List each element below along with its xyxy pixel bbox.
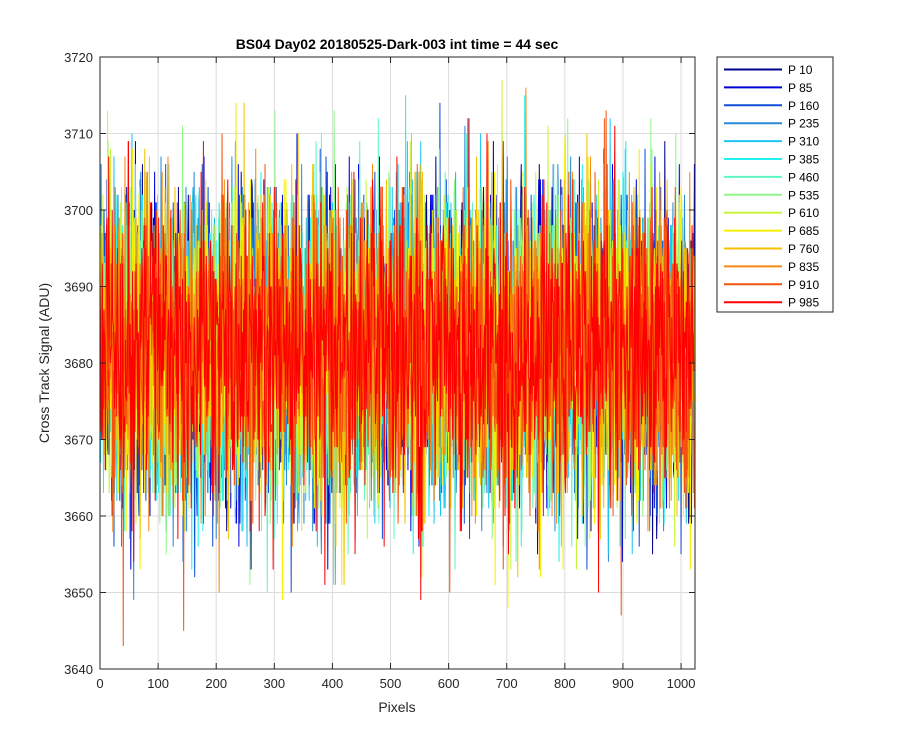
legend-label: P 910 [788, 278, 819, 292]
legend-label: P 835 [788, 260, 819, 274]
legend-label: P 160 [788, 99, 819, 113]
x-tick-label: 600 [438, 676, 460, 691]
y-tick-label: 3710 [64, 127, 93, 142]
x-axis-label: Pixels [378, 699, 415, 715]
y-tick-label: 3670 [64, 433, 93, 448]
x-tick-label: 700 [496, 676, 518, 691]
legend: P 10 P 85 P 160 P 235 P 310 P 385 P 460 P 535 P … [716, 56, 834, 313]
legend-label: P 10 [788, 63, 813, 77]
legend-label: P 85 [788, 81, 813, 95]
y-tick-label: 3690 [64, 280, 93, 295]
y-tick-label: 3660 [64, 509, 93, 524]
y-tick-label: 3720 [64, 50, 93, 65]
y-tick-label: 3640 [64, 662, 93, 677]
x-tick-label: 200 [205, 676, 227, 691]
y-tick-label: 3700 [64, 203, 93, 218]
legend-label: P 985 [788, 296, 819, 310]
y-tick-label: 3650 [64, 586, 93, 601]
y-axis-label: Cross Track Signal (ADU) [36, 283, 52, 443]
legend-label: P 385 [788, 153, 819, 167]
chart-title: BS04 Day02 20180525-Dark-003 int time = … [236, 36, 559, 52]
y-tick-label: 3680 [64, 356, 93, 371]
x-tick-label: 300 [263, 676, 285, 691]
legend-label: P 235 [788, 117, 819, 131]
x-tick-label: 400 [322, 676, 344, 691]
legend-box [716, 56, 834, 313]
x-tick-label: 900 [612, 676, 634, 691]
series-layer [99, 79, 695, 647]
x-tick-label: 1000 [667, 676, 696, 691]
x-tick-label: 0 [96, 676, 103, 691]
legend-label: P 535 [788, 188, 819, 202]
legend-label: P 760 [788, 242, 819, 256]
series-line-p-985 [99, 118, 695, 601]
x-tick-label: 800 [554, 676, 576, 691]
ticks: 0 100 200 300 400 500 600 700 800 900 1000 3640 3650… [64, 50, 695, 691]
x-tick-label: 100 [147, 676, 169, 691]
legend-label: P 460 [788, 170, 819, 184]
x-tick-label: 500 [380, 676, 402, 691]
legend-label: P 310 [788, 135, 819, 149]
legend-label: P 685 [788, 224, 819, 238]
legend-label: P 610 [788, 206, 819, 220]
